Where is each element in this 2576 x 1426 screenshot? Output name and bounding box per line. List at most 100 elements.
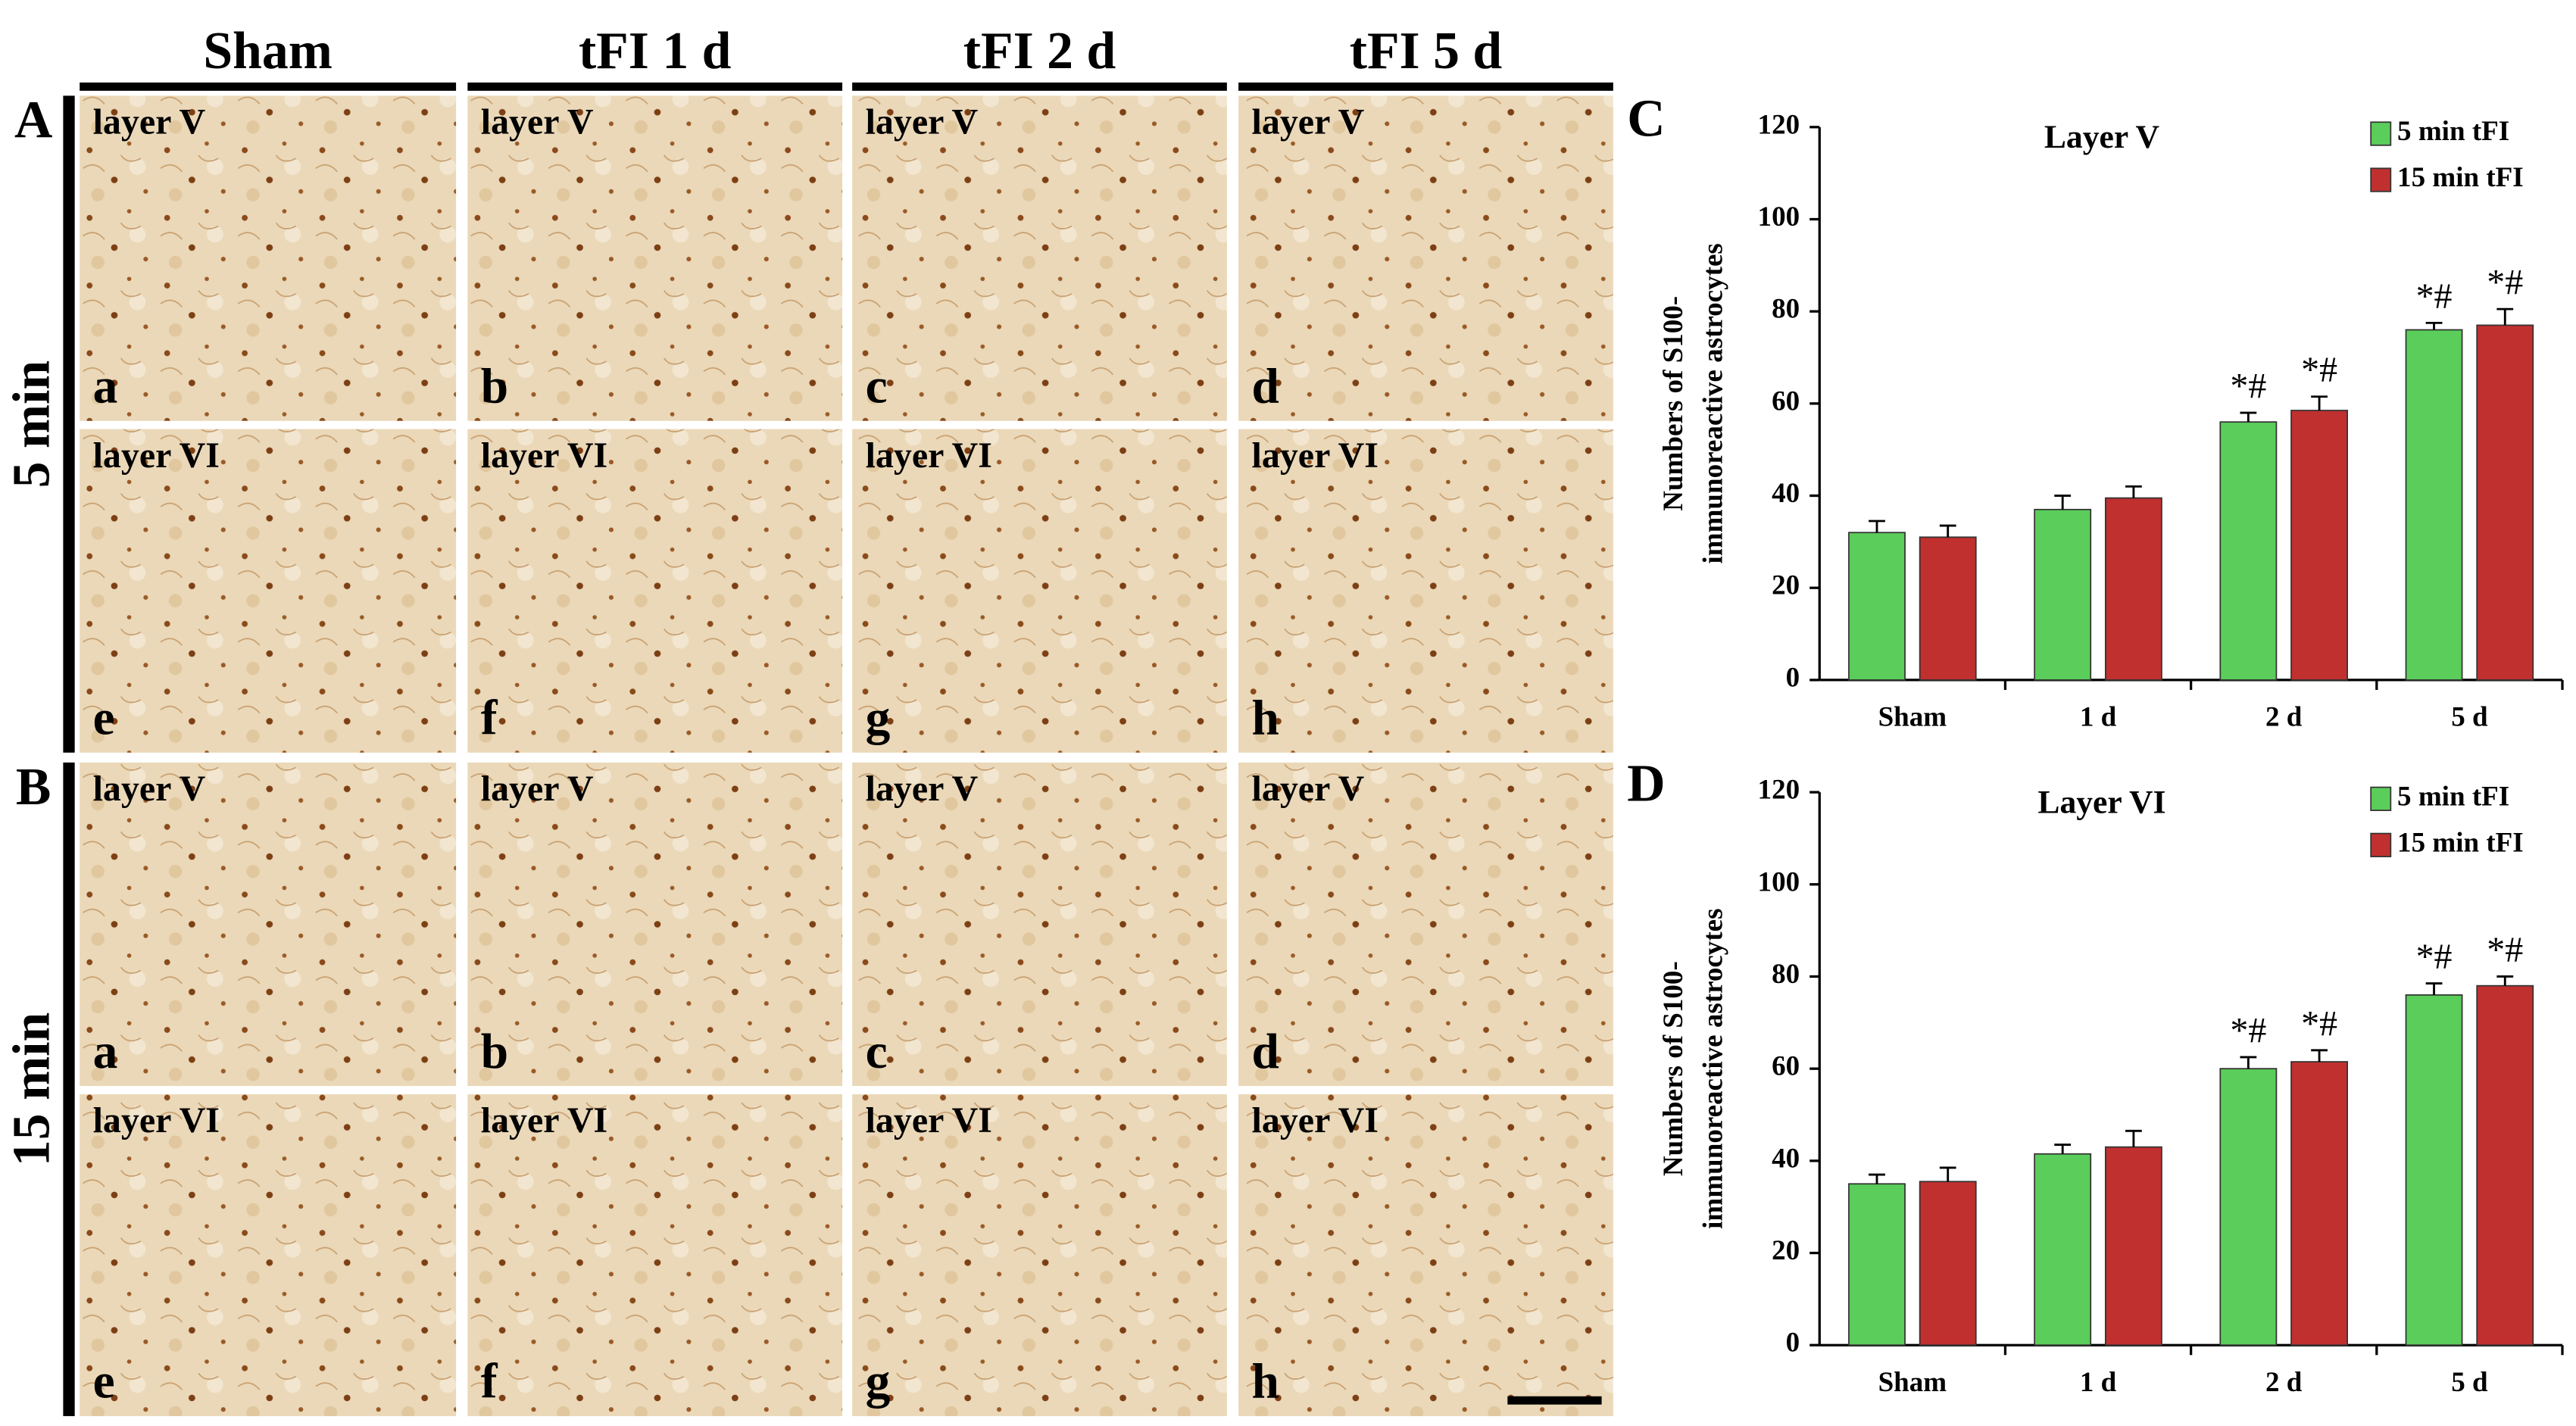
- micrograph: [467, 95, 843, 421]
- y-tick-label: 20: [1772, 1235, 1800, 1266]
- y-tick-label: 100: [1758, 201, 1800, 232]
- y-tick-label: 80: [1772, 959, 1800, 990]
- y-tick-label: 0: [1786, 662, 1800, 693]
- significance-marker: *#: [2230, 367, 2266, 407]
- significance-marker: *#: [2416, 937, 2453, 977]
- bar: [2290, 1061, 2349, 1346]
- layer-label: layer VI: [93, 435, 220, 476]
- layer-label: layer VI: [481, 1100, 607, 1140]
- legend-swatch: [2370, 121, 2392, 146]
- x-tick-label: Sham: [1878, 702, 1947, 733]
- legend-label: 15 min tFI: [2397, 162, 2524, 193]
- y-tick-label: 40: [1772, 478, 1800, 509]
- micrograph: [467, 762, 843, 1087]
- significance-marker: *#: [2487, 263, 2523, 303]
- header-rule: [852, 82, 1227, 91]
- micrograph: [80, 762, 457, 1087]
- micrograph: [852, 429, 1227, 753]
- tile-letter: c: [866, 1025, 888, 1079]
- x-tick-label: 1 d: [2080, 702, 2117, 733]
- bar: [2034, 1153, 2092, 1346]
- layer-label: layer VI: [93, 1100, 220, 1140]
- y-tick-label: 120: [1758, 109, 1800, 140]
- tile-letter: g: [866, 1355, 891, 1409]
- legend-swatch: [2370, 832, 2392, 857]
- panel-letter: B: [16, 758, 52, 816]
- tile-letter: e: [93, 1355, 115, 1409]
- significance-marker: *#: [2487, 930, 2523, 970]
- significance-marker: *#: [2301, 1003, 2337, 1044]
- layer-label: layer VI: [1252, 435, 1379, 476]
- layer-label: layer V: [481, 102, 594, 142]
- layer-label: layer V: [1252, 769, 1365, 809]
- layer-label: layer V: [866, 102, 979, 142]
- tile-letter: b: [481, 360, 508, 414]
- tile-letter: c: [866, 360, 888, 414]
- panel-letter: C: [1627, 89, 1665, 148]
- panel-letter: A: [14, 92, 52, 150]
- layer-label: layer VI: [481, 435, 607, 476]
- y-axis-label: immunoreactive astrocytes: [1697, 908, 1728, 1228]
- y-tick-label: 40: [1772, 1143, 1800, 1174]
- y-tick-label: 20: [1772, 570, 1800, 601]
- panel-letter: D: [1627, 755, 1665, 813]
- header-rule: [80, 82, 457, 91]
- legend-label: 5 min tFI: [2397, 781, 2509, 812]
- bar: [2476, 984, 2534, 1346]
- bar: [2104, 1146, 2162, 1346]
- y-tick-label: 100: [1758, 866, 1800, 897]
- layer-label: layer V: [481, 769, 594, 809]
- micrograph: [852, 762, 1227, 1087]
- chart-title: Layer VI: [2037, 785, 2165, 821]
- tile-letter: h: [1252, 1355, 1279, 1409]
- x-tick-label: 2 d: [2265, 1367, 2303, 1398]
- column-header: tFI 1 d: [579, 22, 731, 80]
- column-header: tFI 2 d: [963, 22, 1116, 80]
- micrograph: [80, 1094, 457, 1416]
- bar: [2476, 324, 2534, 681]
- micrograph: [80, 95, 457, 421]
- column-header: tFI 5 d: [1350, 22, 1502, 80]
- scale-bar: [1507, 1396, 1602, 1405]
- bar: [2405, 994, 2463, 1346]
- y-tick-label: 80: [1772, 294, 1800, 325]
- significance-marker: *#: [2416, 276, 2453, 317]
- x-tick-label: 2 d: [2265, 702, 2303, 733]
- tile-letter: b: [481, 1025, 508, 1079]
- tile-letter: a: [93, 360, 118, 414]
- significance-marker: *#: [2230, 1010, 2266, 1050]
- tile-letter: f: [481, 1355, 498, 1409]
- bar: [2219, 421, 2278, 681]
- legend-label: 5 min tFI: [2397, 116, 2509, 147]
- micrograph: [80, 429, 457, 753]
- legend-swatch: [2370, 167, 2392, 192]
- tile-letter: a: [93, 1025, 118, 1079]
- layer-label: layer V: [1252, 102, 1365, 142]
- bar: [2034, 508, 2092, 681]
- micrograph: [1238, 762, 1613, 1087]
- bar: [1848, 1183, 1906, 1346]
- tile-letter: h: [1252, 691, 1279, 746]
- layer-label: layer VI: [1252, 1100, 1379, 1140]
- bar: [2290, 410, 2349, 681]
- bar: [2104, 497, 2162, 681]
- y-tick-label: 60: [1772, 1051, 1800, 1082]
- tile-letter: d: [1252, 1025, 1279, 1079]
- x-tick-label: Sham: [1878, 1367, 1947, 1398]
- micrograph: [467, 1094, 843, 1416]
- tile-letter: g: [866, 691, 891, 746]
- row-bar: [63, 762, 75, 1416]
- x-tick-label: 1 d: [2080, 1367, 2117, 1398]
- tile-letter: e: [93, 691, 115, 746]
- header-rule: [1238, 82, 1613, 91]
- tile-letter: f: [481, 691, 498, 746]
- layer-label: layer V: [93, 102, 206, 142]
- y-tick-label: 60: [1772, 385, 1800, 417]
- micrograph: [1238, 95, 1613, 421]
- micrograph: [1238, 1094, 1613, 1416]
- row-bar: [63, 95, 75, 753]
- y-axis-label: immunoreactive astrocytes: [1697, 243, 1728, 563]
- bar: [2219, 1068, 2278, 1346]
- layer-label: layer VI: [866, 435, 992, 476]
- row-label: 15 min: [3, 1013, 61, 1166]
